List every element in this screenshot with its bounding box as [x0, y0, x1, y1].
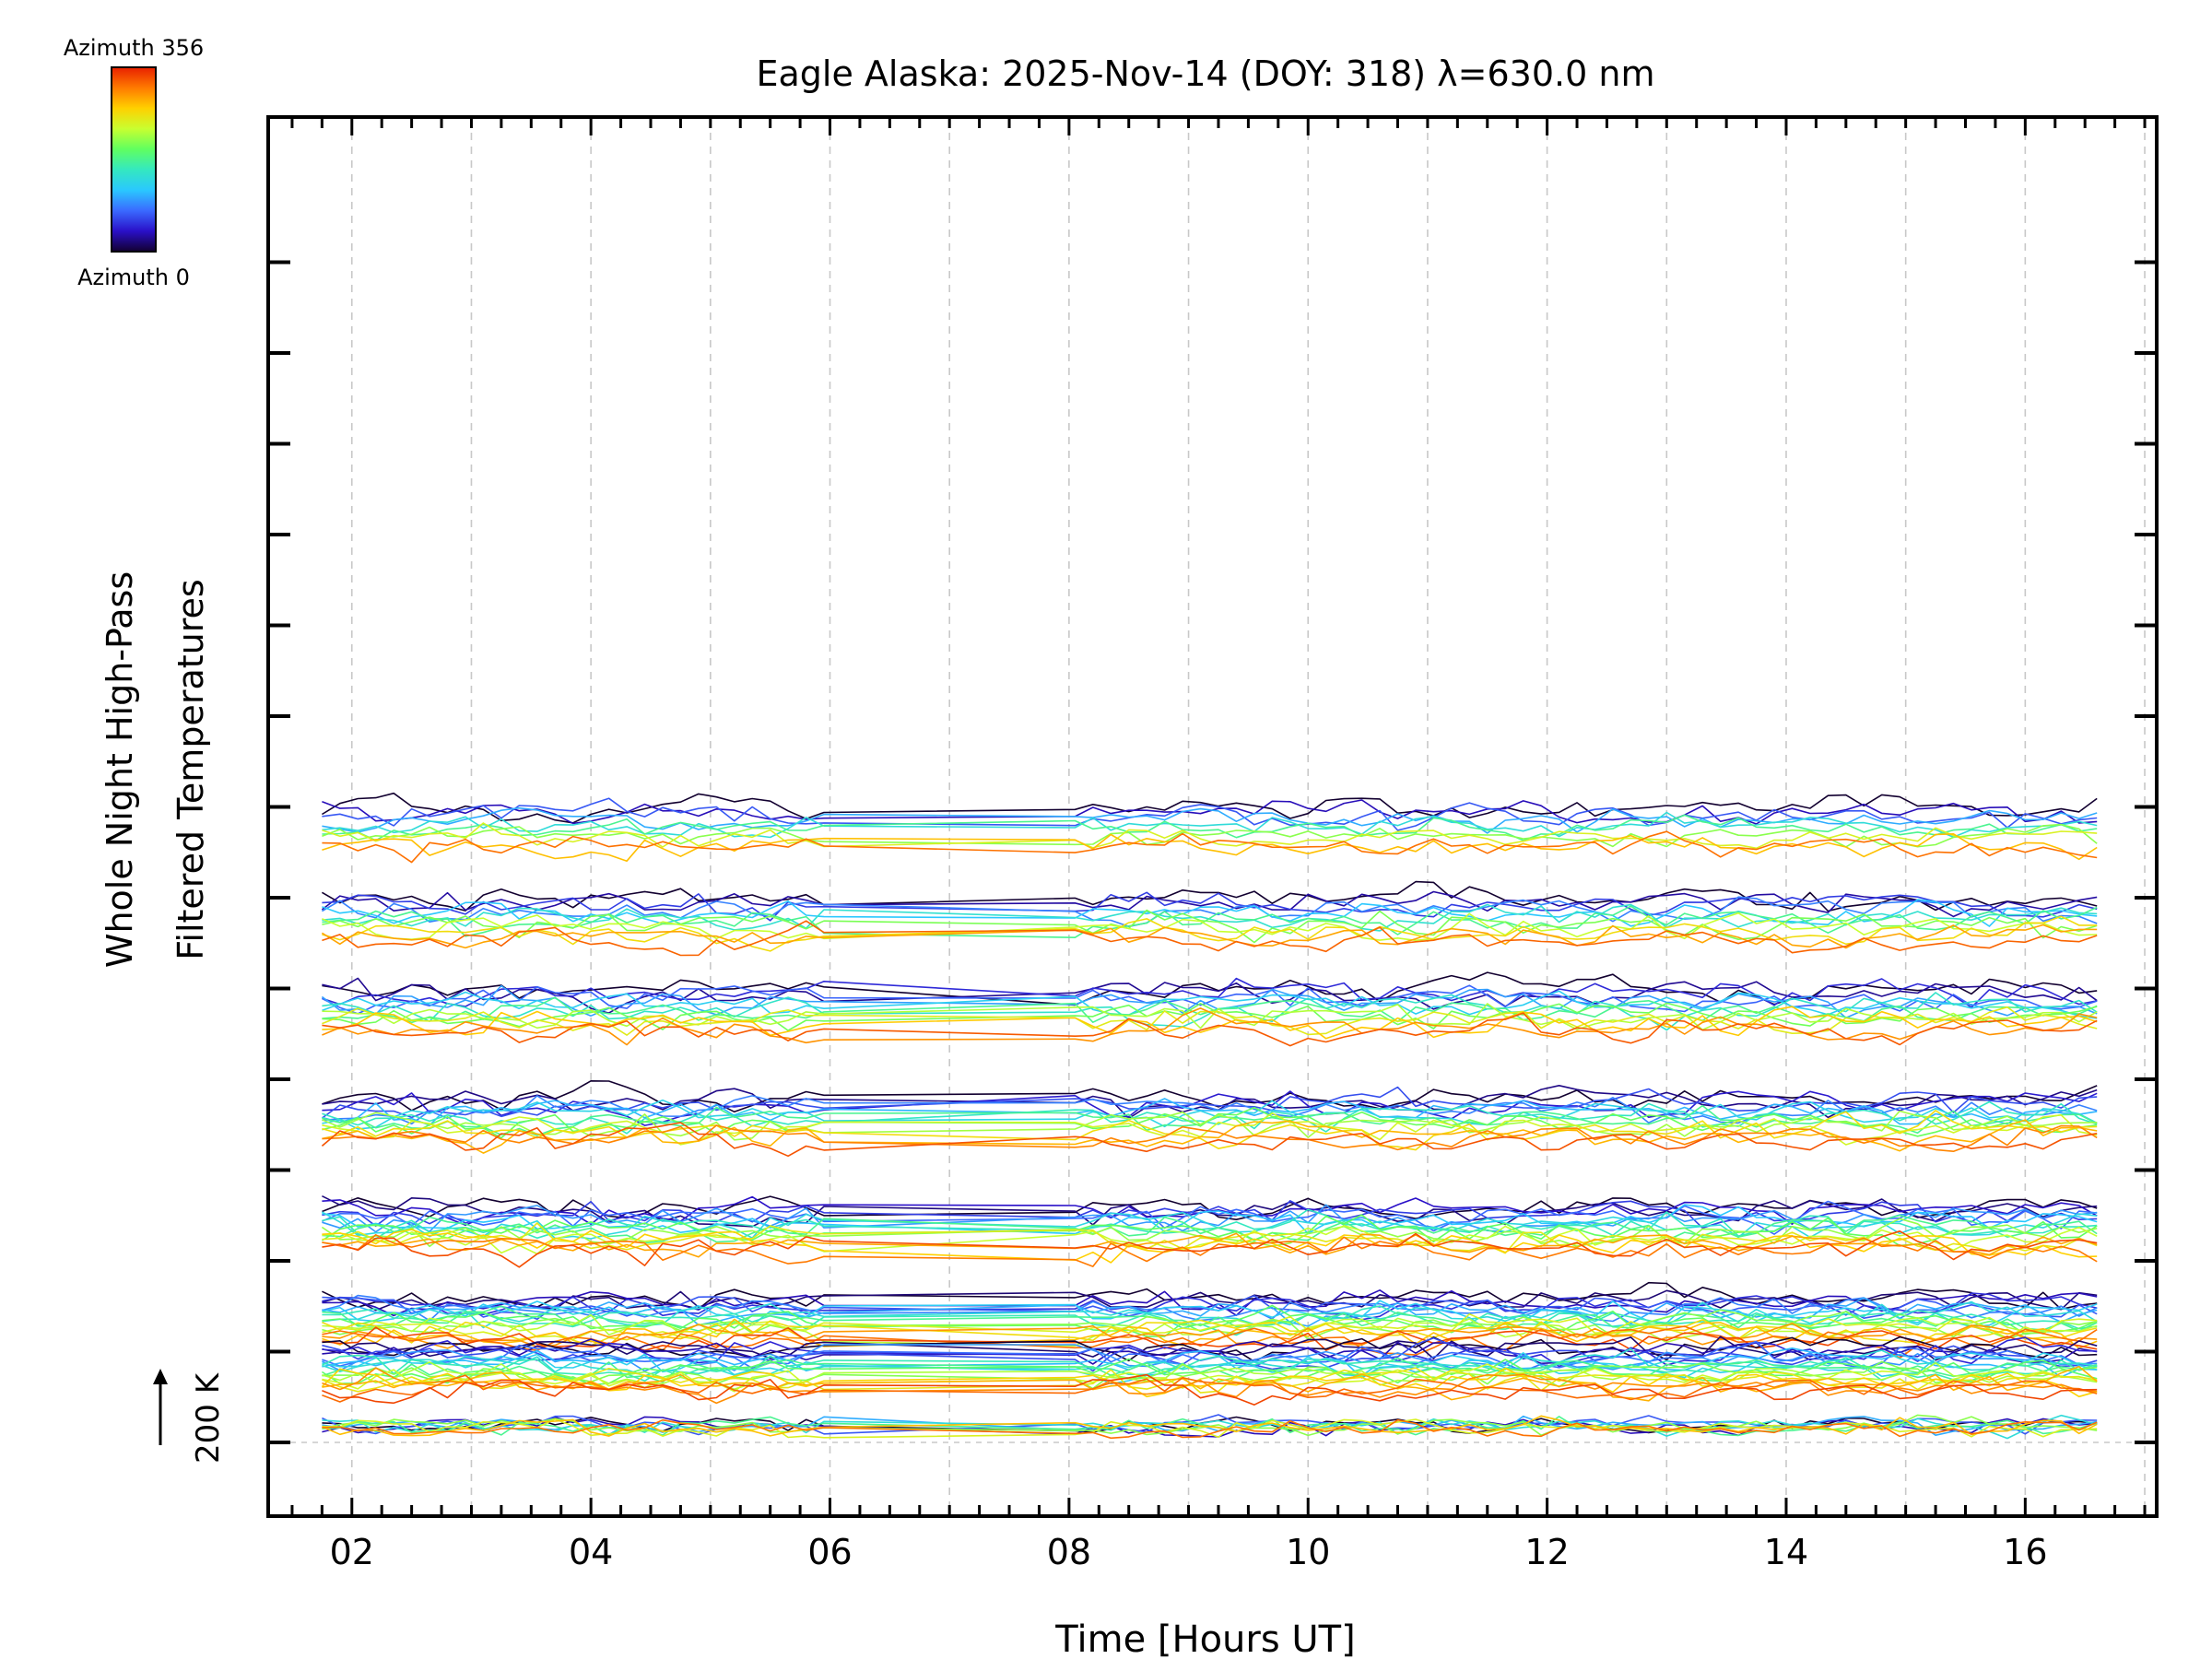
- azimuth-trace: [322, 1230, 2098, 1268]
- azimuth-trace: [322, 1335, 2098, 1363]
- x-tick-label: 10: [1286, 1532, 1330, 1572]
- x-tick-label: 14: [1764, 1532, 1808, 1572]
- chart-title: Eagle Alaska: 2025-Nov-14 (DOY: 318) λ=6…: [757, 53, 1655, 94]
- colorbar: Azimuth 356 Azimuth 0: [64, 35, 204, 290]
- azimuth-trace: [322, 811, 2098, 839]
- y-axis-title-line-1: Whole Night High-Pass: [100, 571, 140, 968]
- azimuth-trace: [322, 1309, 2098, 1340]
- colorbar-gradient: [111, 66, 157, 253]
- azimuth-trace: [322, 1110, 2098, 1151]
- x-tick-label: 08: [1047, 1532, 1091, 1572]
- azimuth-trace: [322, 1325, 2098, 1359]
- azimuth-trace: [322, 1006, 2098, 1036]
- azimuth-trace: [322, 1225, 2098, 1255]
- x-tick-label: 06: [807, 1532, 852, 1572]
- azimuth-trace: [322, 1354, 2098, 1382]
- azimuth-trace: [322, 920, 2098, 957]
- azimuth-trace: [322, 1373, 2098, 1406]
- azimuth-trace: [322, 1003, 2098, 1031]
- azimuth-trace: [322, 1365, 2098, 1402]
- azimuth-trace: [322, 1374, 2098, 1403]
- x-tick-label: 04: [569, 1532, 613, 1572]
- azimuth-trace: [322, 1289, 2098, 1317]
- y-axis-title: Whole Night High-Pass Filtered Temperatu…: [100, 571, 211, 968]
- scale-marker: 200 K: [153, 1369, 227, 1464]
- azimuth-trace: [322, 896, 2098, 928]
- colorbar-bottom-label: Azimuth 0: [77, 265, 190, 290]
- azimuth-trace: [322, 823, 2098, 848]
- colorbar-top-label: Azimuth 356: [64, 35, 204, 61]
- azimuth-trace: [322, 1234, 2098, 1267]
- azimuth-trace: [322, 1229, 2098, 1264]
- plot-frame: [266, 115, 2159, 1518]
- azimuth-trace: [322, 1318, 2098, 1349]
- azimuth-trace: [322, 1347, 2098, 1379]
- azimuth-trace: [322, 1289, 2098, 1312]
- azimuth-trace: [322, 799, 2098, 825]
- azimuth-trace: [322, 915, 2098, 952]
- azimuth-trace: [322, 1124, 2098, 1152]
- azimuth-trace: [322, 909, 2098, 944]
- azimuth-trace: [321, 1367, 2098, 1398]
- x-axis-title: Time [Hours UT]: [1054, 1618, 1355, 1659]
- azimuth-trace: [322, 1361, 2098, 1391]
- azimuth-trace: [322, 971, 2098, 1006]
- azimuth-trace: [321, 1086, 2098, 1119]
- azimuth-trace: [322, 1098, 2098, 1126]
- azimuth-trace: [322, 1100, 2098, 1135]
- azimuth-trace: [322, 830, 2098, 864]
- x-tick-label: 12: [1524, 1532, 1569, 1572]
- azimuth-trace: [322, 1415, 2098, 1437]
- azimuth-trace: [321, 924, 2098, 949]
- scale-arrow-head: [153, 1369, 168, 1384]
- azimuth-trace: [322, 1295, 2098, 1321]
- azimuth-trace: [321, 792, 2098, 824]
- azimuth-trace: [322, 1300, 2098, 1331]
- azimuth-trace: [322, 1195, 2098, 1220]
- azimuth-trace: [322, 1006, 2098, 1040]
- azimuth-trace: [322, 1012, 2098, 1047]
- azimuth-trace: [322, 832, 2098, 863]
- traces: [321, 792, 2098, 1440]
- azimuth-trace: [322, 806, 2098, 834]
- azimuth-trace: [322, 797, 2098, 831]
- y-axis-title-line-2: Filtered Temperatures: [171, 579, 211, 959]
- azimuth-trace: [322, 1418, 2098, 1440]
- azimuth-trace: [322, 814, 2098, 841]
- azimuth-trace: [321, 1122, 2098, 1158]
- azimuth-trace: [322, 1200, 2098, 1235]
- azimuth-trace: [322, 1352, 2098, 1385]
- scale-label: 200 K: [190, 1371, 227, 1464]
- x-tick-label: 16: [2003, 1532, 2047, 1572]
- azimuth-trace: [322, 1110, 2098, 1141]
- azimuth-trace: [322, 903, 2098, 932]
- azimuth-trace: [322, 977, 2098, 1014]
- azimuth-trace: [322, 1204, 2098, 1233]
- azimuth-trace: [321, 890, 2098, 918]
- azimuth-trace: [322, 1416, 2098, 1438]
- azimuth-trace: [322, 822, 2098, 850]
- azimuth-trace: [322, 1344, 2098, 1373]
- azimuth-trace: [321, 1214, 2098, 1247]
- azimuth-trace: [322, 912, 2098, 942]
- x-tick-label: 02: [330, 1532, 374, 1572]
- azimuth-trace: [322, 891, 2098, 922]
- x-tick-labels: 02 04 06 08 10 12 14 16: [330, 1532, 2048, 1572]
